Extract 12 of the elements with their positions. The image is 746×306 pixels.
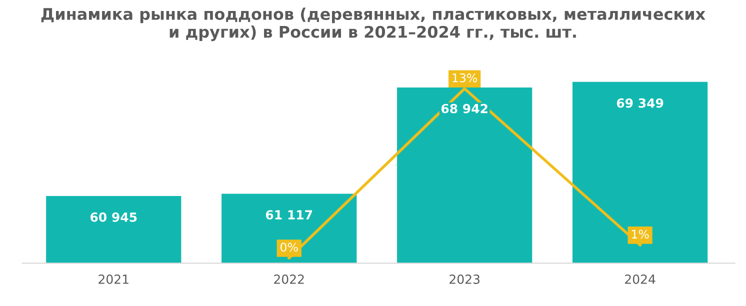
data-label: 61 117 (266, 210, 312, 220)
data-label: 68 942 (441, 104, 488, 114)
data-label: 1% (632, 230, 649, 239)
x-tick-label: 2024 (625, 274, 656, 284)
data-label: 69 349 (616, 98, 664, 108)
x-tick-label: 2023 (450, 274, 480, 284)
data-label: 13% (452, 73, 478, 82)
x-tick-label: 2021 (98, 274, 128, 284)
data-label: 60 945 (90, 212, 137, 222)
chart-title: Динамика рынка поддонов (деревянных, пластиковых, металлических и других) в России в 2021–2024 гг., тыс. шт. (41, 8, 706, 42)
x-tick-label: 2022 (274, 274, 304, 284)
data-label: 0% (280, 242, 298, 252)
